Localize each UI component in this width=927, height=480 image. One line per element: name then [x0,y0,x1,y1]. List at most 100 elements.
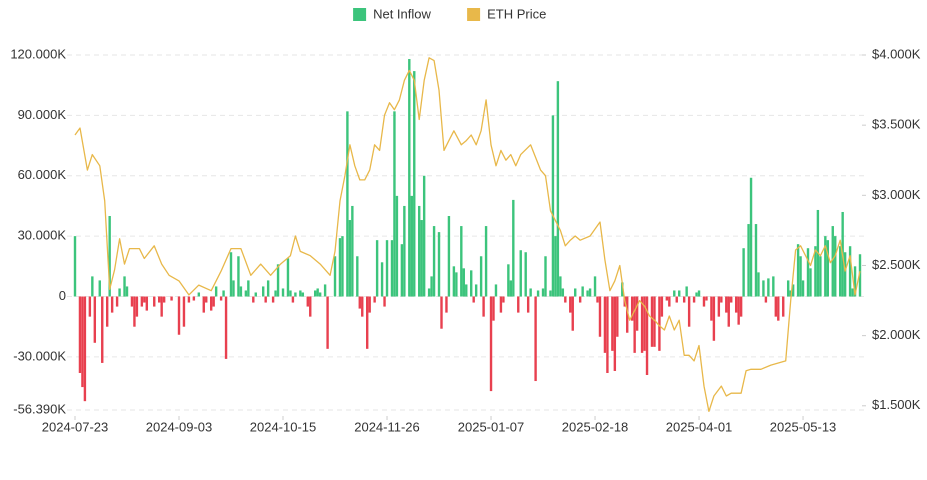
y-tick-label: -56.390K [13,401,66,416]
legend-swatch[interactable] [467,8,481,21]
bar [754,224,758,297]
bar [187,296,191,303]
bar [192,296,196,301]
bar [452,266,456,297]
bar [214,286,218,297]
legend-swatch[interactable] [353,8,367,21]
bar [643,296,646,351]
bar [494,284,498,297]
bar [796,244,800,297]
y2-tick-label: $3.500K [872,117,921,132]
bar [368,296,371,313]
legend-label[interactable]: Net Inflow [373,6,431,21]
bar [237,256,240,297]
bar [410,195,413,297]
bar [509,280,513,297]
bar [105,296,109,327]
y-tick-label: 120.000K [10,46,66,61]
bar [366,296,369,349]
bar [606,296,609,373]
bar [786,280,790,297]
y-tick-label: -30.000K [13,348,66,363]
bar [858,254,862,297]
bar [645,296,649,376]
legend-label[interactable]: ETH Price [487,6,546,21]
bar [851,288,854,297]
bar [400,244,404,297]
bar [484,226,488,297]
y2-tick-label: $3.000K [872,187,921,202]
bar [145,296,149,311]
bar [98,280,101,297]
bar [447,216,451,297]
bar [621,282,624,297]
bar [422,175,426,297]
bar [556,81,560,297]
bar [437,232,441,297]
bar [73,236,77,297]
bar [276,264,280,297]
bar [819,256,822,297]
bar [843,252,847,297]
bar [782,296,785,317]
bar [390,240,394,297]
bar [529,288,532,297]
bar [685,286,688,297]
bar [219,296,223,301]
bar [286,258,290,297]
y-tick-label: 30.000K [18,228,67,243]
bar [294,292,297,297]
bar [526,296,530,313]
bar [440,296,443,329]
bar [831,226,834,297]
bar [108,216,111,297]
bar [536,290,540,297]
bar [361,296,364,317]
bar [544,256,547,297]
bar [301,292,305,297]
bar [326,296,329,349]
bar [673,290,676,297]
bar [455,272,458,297]
bar [318,292,322,297]
bar [472,296,475,303]
bar [314,290,317,297]
bar [224,296,228,359]
bar [551,115,555,297]
x-tick-label: 2024-09-03 [146,419,213,434]
bar [517,296,520,313]
bar [271,296,275,303]
bar [789,290,792,297]
bar [764,296,768,303]
bar [549,290,552,297]
bar [309,296,312,317]
bar [668,296,671,307]
bar [727,296,730,327]
bar [110,296,114,313]
bar [578,296,582,303]
bar [205,296,208,303]
bar [266,280,270,297]
bar [420,220,423,297]
bar [83,296,87,402]
bar [482,296,485,317]
bar [588,288,592,297]
bar [598,296,602,337]
bar [153,296,156,307]
bar [737,296,740,325]
bar [264,296,267,303]
bar [697,290,701,297]
bar [848,246,852,297]
bar [274,290,277,297]
bar [687,296,691,327]
bar [395,195,399,297]
bar [678,290,681,297]
bar [809,268,812,297]
bar [593,276,597,297]
bar [564,296,567,303]
bar [445,296,448,313]
bar [712,296,716,341]
bar [375,240,379,297]
bar [430,276,433,297]
